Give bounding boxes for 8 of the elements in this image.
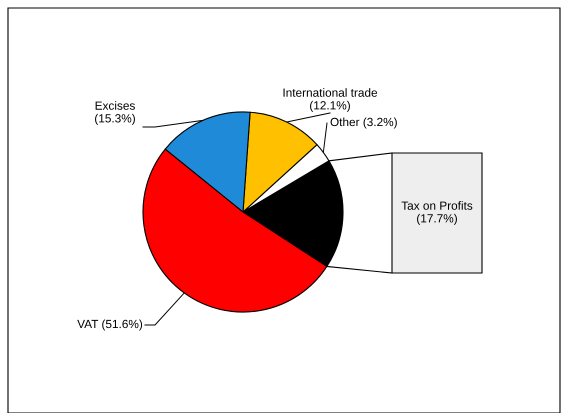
- data-label: (12.1%): [310, 100, 350, 112]
- data-label: (17.7%): [417, 214, 457, 225]
- slice-label: Other (3.2%): [330, 118, 397, 128]
- slice-label: VAT (51.6%): [77, 319, 142, 330]
- slice-label: International trade: [284, 88, 378, 97]
- slice-label: Tax on Profits: [402, 201, 472, 210]
- data-label: (15.3%): [95, 114, 135, 125]
- slice-label: Excises: [96, 101, 135, 110]
